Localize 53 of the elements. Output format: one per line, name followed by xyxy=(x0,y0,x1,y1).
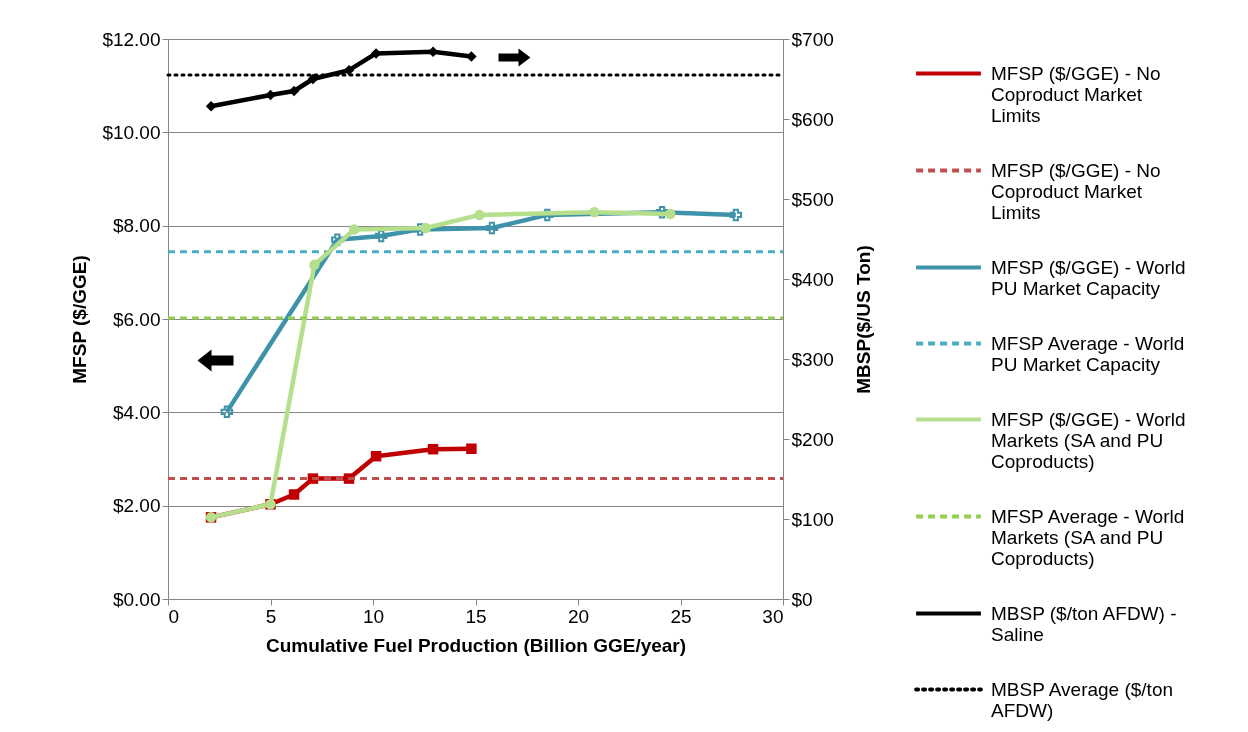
point xyxy=(265,89,276,101)
point xyxy=(420,222,431,234)
point xyxy=(466,51,477,62)
y2-tick-label: $400 xyxy=(791,268,834,290)
point xyxy=(541,208,554,222)
point xyxy=(427,443,439,455)
legend-label: MFSP ($/GGE) - No Coproduct Market Limits xyxy=(991,62,1161,126)
y-tick-label: $0.00 xyxy=(112,588,161,610)
legend-label: MFSP ($/GGE) - World Markets (SA and PU Coproducts) xyxy=(991,408,1186,472)
y-tick-label: $12.00 xyxy=(102,28,161,50)
x-tick-label: 30 xyxy=(762,605,784,627)
y2-tick-label: $700 xyxy=(791,28,834,50)
x-tick-label: 25 xyxy=(670,605,692,627)
legend-label: MFSP Average - World Markets (SA and PU Coproducts) xyxy=(991,505,1185,569)
point xyxy=(370,450,382,462)
point xyxy=(589,206,600,218)
legend-label: MBSP ($/ton AFDW) - Saline xyxy=(991,602,1177,645)
point xyxy=(374,229,388,243)
point xyxy=(655,205,669,219)
point xyxy=(205,100,217,112)
point xyxy=(665,208,676,220)
x-tick-label: 15 xyxy=(465,605,487,627)
legend-label: MBSP Average ($/ton AFDW) xyxy=(991,678,1174,721)
x-axis-title: Cumulative Fuel Production (Billion GGE/year) xyxy=(265,634,687,656)
legend-label: MFSP ($/GGE) - No Coproduct Market Limits xyxy=(991,159,1161,223)
y2-tick-label: $200 xyxy=(791,428,834,450)
point xyxy=(474,209,485,221)
y-tick-label: $6.00 xyxy=(112,308,161,330)
y2-axis-title: MBSP($/US Ton) xyxy=(852,245,874,394)
legend-label: MFSP ($/GGE) - World PU Market Capacity xyxy=(991,256,1186,299)
y2-tick-label: $0 xyxy=(791,588,813,610)
y2-tick-label: $100 xyxy=(791,508,834,530)
point xyxy=(331,233,344,246)
y2-tick-label: $300 xyxy=(791,348,834,370)
y-axis-title: MFSP ($/GGE) xyxy=(69,255,91,384)
point xyxy=(729,208,743,222)
point xyxy=(220,405,234,419)
y2-tick-label: $600 xyxy=(791,108,834,130)
y-tick-label: $8.00 xyxy=(112,215,161,237)
x-tick-label: 0 xyxy=(168,605,180,627)
y-tick-label: $4.00 xyxy=(112,401,161,423)
point xyxy=(349,224,360,235)
legend-label: MFSP Average - World PU Market Capacity xyxy=(991,332,1185,375)
point xyxy=(466,443,477,454)
y-tick-label: $2.00 xyxy=(112,495,161,517)
y-tick-label: $10.00 xyxy=(102,121,161,143)
x-tick-label: 5 xyxy=(265,605,277,627)
x-tick-label: 10 xyxy=(362,605,385,627)
point xyxy=(309,259,320,271)
x-tick-label: 20 xyxy=(567,605,590,627)
point xyxy=(485,221,499,235)
y2-tick-label: $500 xyxy=(791,188,834,210)
point xyxy=(288,489,300,500)
